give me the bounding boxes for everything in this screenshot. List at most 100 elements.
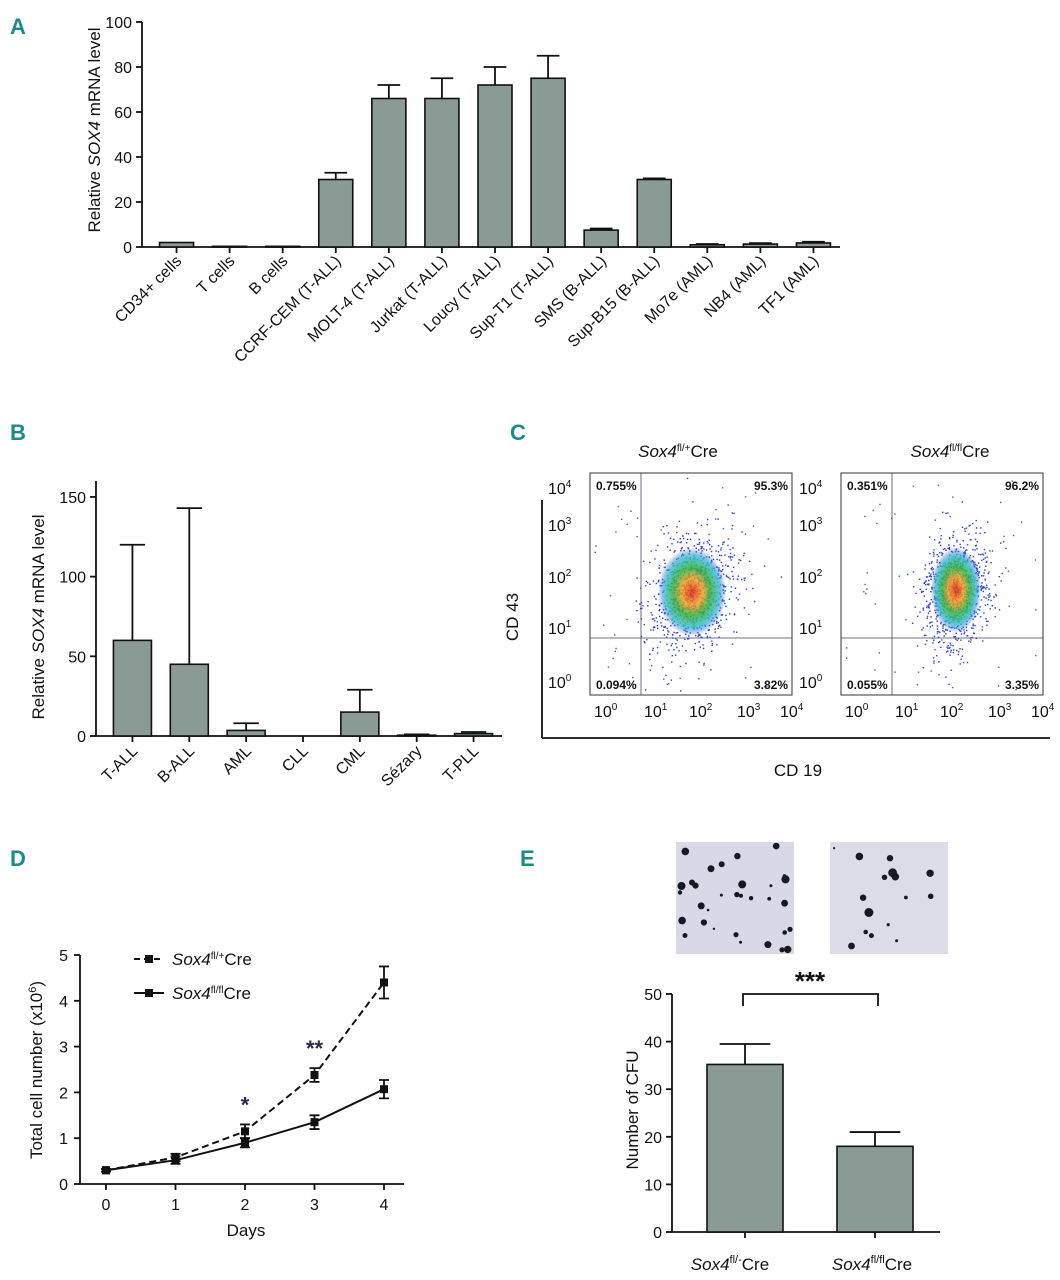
flow-event-dot bbox=[921, 629, 923, 631]
flow-event-dot bbox=[743, 607, 746, 609]
flow-event-dot bbox=[675, 632, 677, 634]
colony-dot bbox=[868, 933, 874, 939]
flow-event-dot bbox=[671, 643, 673, 645]
flow-event-dot bbox=[928, 579, 930, 582]
flow-event-dot bbox=[649, 669, 652, 671]
flow-event-dot bbox=[693, 545, 696, 547]
flow-event-dot bbox=[647, 605, 649, 607]
flow-event-dot bbox=[997, 685, 1000, 687]
flow-event-dot bbox=[968, 533, 970, 535]
panel-d-series-2-point-4 bbox=[380, 1085, 388, 1094]
panel-a-ytick-label-20: 20 bbox=[114, 195, 132, 212]
panel-d-ytick-label-1: 1 bbox=[59, 1131, 68, 1148]
panel-c-x-axis-label: CD 19 bbox=[774, 761, 822, 780]
flow-event-dot bbox=[653, 626, 655, 628]
flow-event-dot bbox=[614, 634, 616, 636]
flow-event-dot bbox=[987, 603, 989, 606]
flow-event-dot bbox=[703, 548, 705, 550]
flow-event-dot bbox=[926, 615, 929, 618]
colony-dot bbox=[739, 940, 743, 944]
flow-event-dot bbox=[957, 653, 959, 656]
colony-dot bbox=[891, 872, 900, 881]
flow-event-dot bbox=[642, 560, 645, 563]
flow-event-dot bbox=[980, 585, 983, 587]
flow-event-dot bbox=[663, 634, 666, 636]
flow-event-dot bbox=[689, 538, 692, 541]
flow-event-dot bbox=[709, 636, 711, 638]
flow-plot-2-q-upper-left: 0.351% bbox=[847, 479, 888, 493]
flow-event-dot bbox=[923, 595, 925, 597]
flow-event-dot bbox=[666, 546, 669, 548]
flow-event-dot bbox=[716, 644, 718, 646]
colony-dot bbox=[927, 893, 934, 900]
flow-event-dot bbox=[715, 518, 717, 520]
flow-event-dot bbox=[1000, 580, 1002, 582]
flow-event-dot bbox=[678, 520, 681, 523]
flow-event-dot bbox=[926, 576, 929, 578]
flow-event-dot bbox=[929, 626, 932, 628]
flow-event-dot bbox=[953, 531, 955, 533]
flow-plot-1-title: Sox4fl/+Cre bbox=[638, 442, 718, 461]
flow-event-dot bbox=[1035, 654, 1037, 657]
flow-event-dot bbox=[722, 541, 724, 544]
flow-event-dot bbox=[923, 582, 926, 584]
flow-event-dot bbox=[912, 571, 915, 573]
flow-event-dot bbox=[948, 647, 951, 649]
panel-a-ytick-label-0: 0 bbox=[123, 240, 132, 257]
flow-event-dot bbox=[763, 565, 766, 567]
flow-plot-1-q-upper-left: 0.755% bbox=[596, 479, 637, 493]
flow-event-dot bbox=[874, 669, 876, 671]
panel-d-ytick-label-3: 3 bbox=[59, 1040, 68, 1057]
flow-event-dot bbox=[952, 534, 954, 537]
panel-d-xtick-label-2: 2 bbox=[241, 1197, 250, 1214]
flow-event-dot bbox=[936, 559, 938, 561]
flow-event-dot bbox=[664, 625, 667, 628]
legend-label-fl-plus: Sox4fl/+Cre bbox=[172, 950, 252, 969]
flow-event-dot bbox=[936, 625, 939, 627]
panel-d-series-1-point-4 bbox=[380, 978, 388, 987]
flow-event-dot bbox=[657, 581, 660, 583]
flow-event-dot bbox=[866, 572, 868, 574]
colony-dot bbox=[733, 932, 739, 938]
flow-event-dot bbox=[780, 576, 783, 578]
flow-density-core bbox=[657, 547, 727, 637]
panel-e-bar-sox4-fl-fl-cre bbox=[836, 1145, 914, 1233]
colony-dot bbox=[779, 947, 785, 953]
flow-event-dot bbox=[676, 639, 678, 641]
colony-dot bbox=[787, 926, 793, 932]
flow-event-dot bbox=[679, 665, 681, 668]
flow-event-dot bbox=[702, 647, 705, 650]
flow-event-dot bbox=[936, 632, 939, 635]
flow-event-dot bbox=[972, 625, 974, 627]
flow-event-dot bbox=[932, 657, 935, 659]
flow-event-dot bbox=[932, 551, 935, 553]
flow-event-dot bbox=[981, 629, 983, 631]
flow-event-dot bbox=[972, 522, 974, 525]
flow-event-dot bbox=[950, 651, 952, 653]
flow-event-dot bbox=[637, 621, 639, 623]
flow-event-dot bbox=[994, 584, 996, 586]
flow-event-dot bbox=[707, 542, 709, 544]
panel-b-errorbar-aml bbox=[233, 722, 259, 731]
flow-event-dot bbox=[662, 629, 664, 631]
flow-event-dot bbox=[933, 635, 936, 637]
flow-event-dot bbox=[656, 625, 659, 627]
panel-a-bar-b-cells bbox=[264, 245, 301, 248]
flow-event-dot bbox=[939, 527, 941, 530]
panel-b-category-label-aml: AML bbox=[220, 743, 255, 778]
flow-event-dot bbox=[720, 549, 722, 551]
flow-event-dot bbox=[846, 647, 848, 649]
flow-event-dot bbox=[931, 569, 933, 571]
flow-event-dot bbox=[659, 641, 662, 643]
flow-event-dot bbox=[928, 563, 931, 565]
flow-event-dot bbox=[694, 532, 696, 535]
flow-event-dot bbox=[976, 548, 978, 550]
flow-event-dot bbox=[626, 618, 628, 621]
panel-d-significance-day-3: ** bbox=[306, 1036, 324, 1061]
flow-event-dot bbox=[656, 646, 659, 649]
flow-event-dot bbox=[744, 496, 747, 498]
flow-event-dot bbox=[950, 669, 952, 671]
colony-dot bbox=[734, 852, 741, 860]
flow-event-dot bbox=[703, 662, 705, 665]
flow-event-dot bbox=[595, 545, 597, 547]
